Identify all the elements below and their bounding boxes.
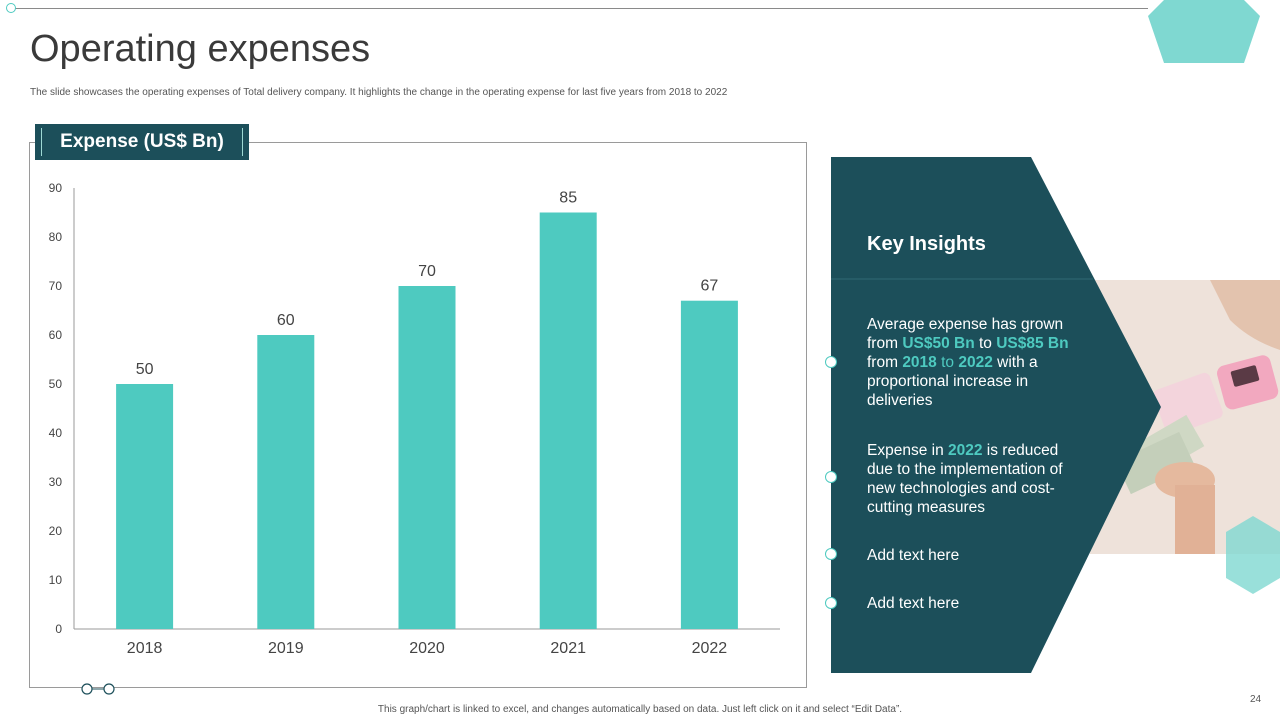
insight-bullet-icon — [825, 471, 837, 483]
bar — [539, 212, 597, 629]
slide-title: Operating expenses — [30, 28, 371, 70]
bar-chart[interactable]: 0 10 20 30 40 50 60 70 80 90 50 2018 60 2019 70 2020 85 2… — [30, 160, 800, 680]
x-tick-label: 2020 — [409, 640, 445, 657]
bar — [257, 335, 315, 629]
insight-1: Average expense has grown from US$50 Bn … — [867, 316, 1069, 409]
insight-bullet-icon — [825, 356, 837, 368]
hexagon-decoration-icon — [1226, 516, 1280, 594]
insight-bullet-icon — [825, 548, 837, 560]
y-tick-label: 20 — [49, 524, 63, 538]
y-tick-label: 50 — [49, 377, 63, 391]
top-divider-line — [14, 8, 1148, 9]
hexagon-decoration-icon — [1148, 0, 1260, 63]
top-circle-icon — [6, 3, 16, 13]
data-label: 67 — [701, 278, 719, 295]
insight-bullet-icon — [825, 597, 837, 609]
y-tick-label: 30 — [49, 475, 63, 489]
x-tick-label: 2021 — [550, 640, 586, 657]
data-label: 70 — [418, 263, 436, 280]
insights-panel — [831, 157, 1161, 673]
y-tick-label: 80 — [49, 230, 63, 244]
y-tick-label: 10 — [49, 573, 63, 587]
footer-note: This graph/chart is linked to excel, and… — [377, 704, 903, 715]
chart-title-tab-border — [41, 128, 243, 156]
x-tick-label: 2022 — [692, 640, 728, 657]
y-tick-label: 70 — [49, 279, 63, 293]
connector-decoration-icon — [81, 683, 115, 695]
chart-title-tab: Expense (US$ Bn) — [35, 124, 249, 160]
slide-subtitle: The slide showcases the operating expens… — [30, 87, 728, 98]
chart-title: Expense (US$ Bn) — [60, 131, 224, 152]
y-tick-label: 90 — [49, 181, 63, 195]
x-tick-label: 2018 — [127, 640, 163, 657]
y-tick-label: 40 — [49, 426, 63, 440]
y-tick-label: 0 — [55, 622, 62, 636]
x-tick-label: 2019 — [268, 640, 304, 657]
y-tick-label: 60 — [49, 328, 63, 342]
insight-2: Expense in 2022 is reduced due to the im… — [867, 442, 1063, 516]
data-label: 85 — [559, 190, 577, 207]
insight-3[interactable]: Add text here — [867, 547, 960, 564]
bar — [116, 384, 174, 629]
insight-4[interactable]: Add text here — [867, 595, 960, 612]
bar — [680, 300, 738, 629]
data-label: 50 — [136, 361, 154, 378]
data-label: 60 — [277, 312, 295, 329]
bar — [398, 286, 456, 629]
page-number: 24 — [1250, 694, 1262, 705]
chart-frame — [29, 142, 807, 688]
insights-title: Key Insights — [867, 233, 986, 255]
